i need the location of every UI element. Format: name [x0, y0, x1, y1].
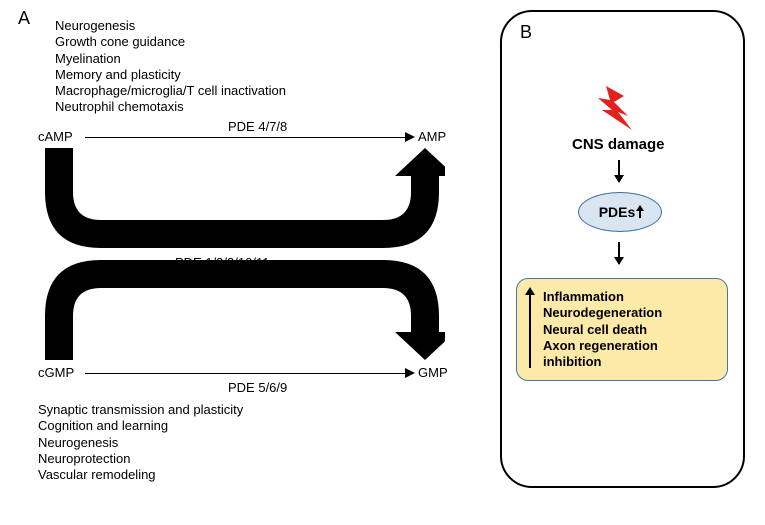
- top-list-item: Macrophage/microglia/T cell inactivation: [55, 83, 286, 99]
- outcome-line: Neurodegeneration: [543, 305, 713, 321]
- outcome-box: Inflammation Neurodegeneration Neural ce…: [516, 278, 728, 381]
- camp-to-amp-arrow-head: [405, 132, 415, 142]
- cgmp-to-gmp-arrow-head: [405, 368, 415, 378]
- pde-bot-label: PDE 5/6/9: [228, 380, 287, 395]
- camp-label: cAMP: [38, 129, 73, 144]
- panel-a-top-list: Neurogenesis Growth cone guidance Myelin…: [55, 18, 286, 116]
- top-list-item: Myelination: [55, 51, 286, 67]
- bottom-list-item: Neurogenesis: [38, 435, 243, 451]
- top-list-item: Neutrophil chemotaxis: [55, 99, 286, 115]
- panel-b-box: [500, 10, 745, 488]
- gmp-label: GMP: [418, 365, 448, 380]
- outcome-line: Axon regeneration inhibition: [543, 338, 713, 371]
- up-arrow-icon: [639, 206, 641, 218]
- arrow-pde-to-outcome: [618, 242, 620, 264]
- outcome-up-arrow-head: [525, 287, 535, 295]
- top-list-item: Memory and plasticity: [55, 67, 286, 83]
- panel-b-label: B: [520, 22, 532, 43]
- cns-damage-title: CNS damage: [572, 136, 665, 153]
- bottom-list-item: Cognition and learning: [38, 418, 243, 434]
- arrow-cns-to-pde: [618, 160, 620, 182]
- lightning-bolt-icon: [598, 86, 632, 130]
- outcome-up-arrow-line: [529, 291, 531, 368]
- panel-a-bottom-list: Synaptic transmission and plasticity Cog…: [38, 402, 243, 483]
- cgmp-to-gmp-arrow-line: [85, 373, 405, 374]
- outcome-line: Inflammation: [543, 289, 713, 305]
- camp-to-amp-arrow-line: [85, 137, 405, 138]
- bottom-list-item: Vascular remodeling: [38, 467, 243, 483]
- bottom-list-item: Neuroprotection: [38, 451, 243, 467]
- top-list-item: Neurogenesis: [55, 18, 286, 34]
- pde-top-label: PDE 4/7/8: [228, 119, 287, 134]
- pde-ellipse: PDEs: [578, 192, 662, 232]
- amp-label: AMP: [418, 129, 446, 144]
- cgmp-label: cGMP: [38, 365, 74, 380]
- bottom-list-item: Synaptic transmission and plasticity: [38, 402, 243, 418]
- big-arrow-bottom: [45, 260, 445, 360]
- pde-mid-label: PDE 1/2/3/10/11: [175, 255, 269, 270]
- top-list-item: Growth cone guidance: [55, 34, 286, 50]
- panel-a-label: A: [18, 8, 30, 29]
- outcome-line: Neural cell death: [543, 322, 713, 338]
- big-arrow-top: [45, 148, 445, 248]
- pde-ellipse-text: PDEs: [599, 204, 636, 220]
